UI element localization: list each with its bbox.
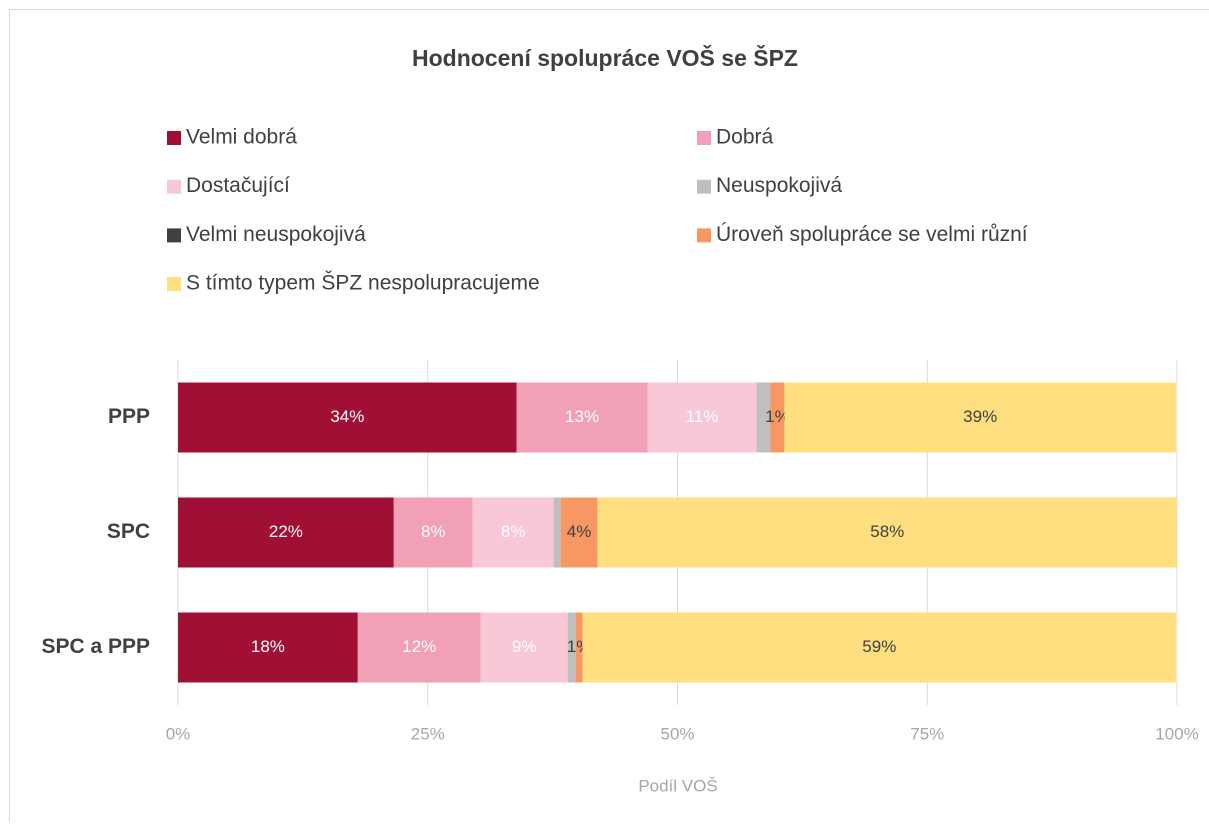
data-label: 39%	[963, 407, 997, 426]
legend-swatch	[167, 277, 181, 291]
legend-label: Velmi dobrá	[186, 126, 297, 149]
data-label: 22%	[269, 522, 303, 541]
y-tick-label: PPP	[108, 405, 150, 428]
x-axis-title: Podíl VOŠ	[638, 776, 717, 795]
data-label: 34%	[330, 407, 364, 426]
data-label: 58%	[870, 522, 904, 541]
data-label: 11%	[686, 407, 719, 426]
data-label: 9%	[512, 637, 537, 656]
data-label: 12%	[402, 637, 436, 656]
legend-label: Úroveň spolupráce se velmi různí	[716, 223, 1028, 246]
data-label: 4%	[567, 522, 592, 541]
legend-swatch	[167, 131, 181, 145]
legend-label: Velmi neuspokojivá	[186, 223, 366, 246]
legend-label: S tímto typem ŠPZ nespolupracujeme	[186, 272, 540, 295]
y-tick-label: SPC	[107, 520, 150, 543]
legend-swatch	[697, 228, 711, 242]
legend-swatch	[167, 228, 181, 242]
x-tick-label: 75%	[910, 724, 944, 743]
data-label: 59%	[862, 637, 896, 656]
data-label: 18%	[251, 637, 285, 656]
legend-swatch	[697, 131, 711, 145]
x-tick-label: 100%	[1155, 724, 1198, 743]
x-tick-label: 50%	[660, 724, 694, 743]
data-label: 8%	[421, 522, 446, 541]
legend-swatch	[697, 180, 711, 194]
legend-label: Neuspokojivá	[716, 174, 842, 197]
data-label: 8%	[501, 522, 526, 541]
legend-swatch	[167, 180, 181, 194]
data-label: 13%	[565, 407, 599, 426]
bar-segment	[554, 498, 561, 568]
x-tick-label: 25%	[411, 724, 445, 743]
legend-label: Dostačující	[186, 174, 290, 197]
y-tick-label: SPC a PPP	[41, 635, 150, 658]
x-tick-label: 0%	[166, 724, 191, 743]
chart-title: Hodnocení spolupráce VOŠ se ŠPZ	[412, 44, 798, 71]
legend-label: Dobrá	[716, 126, 774, 149]
